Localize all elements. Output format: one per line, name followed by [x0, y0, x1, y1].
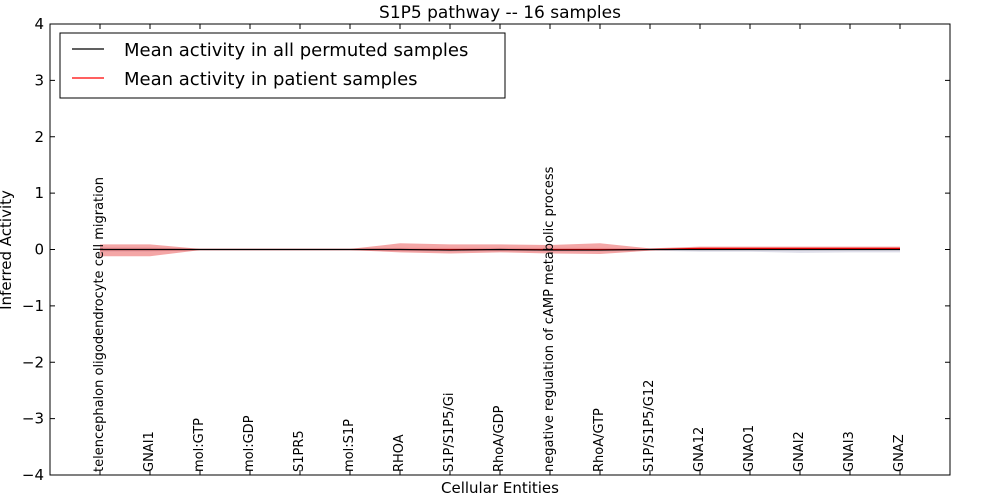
y-axis-ticks: −4 −3 −2 −1 0 1 2 3 4 — [22, 15, 950, 484]
x-category-label: mol:GTP — [192, 418, 207, 472]
legend-label-permuted: Mean activity in all permuted samples — [124, 40, 468, 61]
x-category-label: GNA12 — [692, 427, 707, 472]
legend-label-patient: Mean activity in patient samples — [124, 69, 418, 90]
x-category-label: GNAI1 — [142, 431, 157, 472]
x-category-label: mol:S1P — [342, 419, 357, 472]
x-category-label: GNAZ — [892, 434, 907, 472]
x-axis-label: Cellular Entities — [441, 479, 559, 497]
y-tick-label: 3 — [34, 71, 44, 89]
y-tick-label: 1 — [34, 184, 44, 202]
x-category-label: S1P/S1P5/Gi — [442, 393, 457, 472]
x-category-label: RhoA/GDP — [492, 405, 507, 472]
chart-title: S1P5 pathway -- 16 samples — [379, 3, 621, 23]
x-category-label: S1P/S1P5/G12 — [642, 380, 657, 472]
y-tick-label: −3 — [22, 410, 44, 428]
x-category-label: mol:GDP — [242, 415, 257, 472]
x-category-label: GNAI3 — [842, 431, 857, 472]
y-tick-label: 2 — [34, 128, 44, 146]
series-line-permuted — [100, 248, 900, 251]
x-category-label: RhoA/GTP — [592, 408, 607, 472]
series-lines — [100, 247, 900, 251]
y-axis-label: Inferred Activity — [0, 190, 15, 310]
x-axis-ticks: telencephalon oligodendrocyte cell migra… — [92, 24, 907, 475]
y-tick-label: 0 — [34, 241, 44, 259]
y-tick-label: 4 — [34, 15, 44, 33]
x-category-label: telencephalon oligodendrocyte cell migra… — [92, 177, 107, 472]
x-category-label: GNAO1 — [742, 425, 757, 472]
y-tick-label: −4 — [22, 466, 44, 484]
x-category-label: S1PR5 — [292, 430, 307, 472]
y-tick-label: −1 — [22, 297, 44, 315]
x-category-label: GNAI2 — [792, 431, 807, 472]
x-category-label: RHOA — [392, 434, 407, 472]
x-category-label: negative regulation of cAMP metabolic pr… — [542, 166, 557, 472]
legend-box — [59, 32, 506, 99]
y-tick-label: −2 — [22, 353, 44, 371]
legend: Mean activity in all permuted samples Me… — [59, 32, 506, 99]
